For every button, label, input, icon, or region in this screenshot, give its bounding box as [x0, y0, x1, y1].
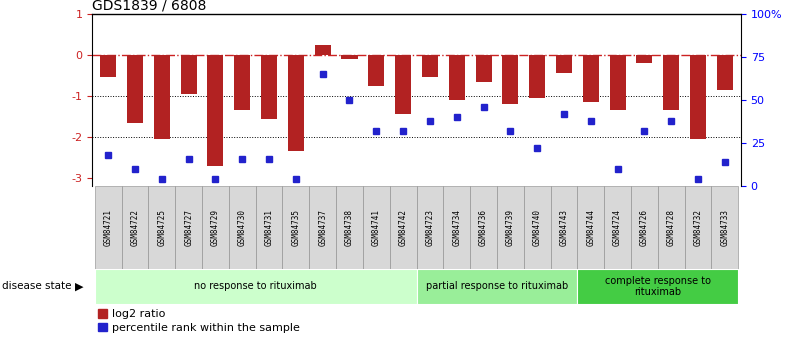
- Bar: [175, 186, 202, 269]
- Bar: [711, 186, 739, 269]
- Bar: [417, 269, 578, 304]
- Text: GSM84723: GSM84723: [425, 209, 434, 246]
- Text: GSM84731: GSM84731: [264, 209, 274, 246]
- Text: GSM84730: GSM84730: [238, 209, 247, 246]
- Text: GSM84742: GSM84742: [399, 209, 408, 246]
- Bar: [690, 55, 706, 139]
- Text: complete response to
rituximab: complete response to rituximab: [605, 276, 710, 297]
- Bar: [524, 186, 550, 269]
- Bar: [685, 186, 711, 269]
- Text: GSM84727: GSM84727: [184, 209, 193, 246]
- Bar: [636, 55, 653, 63]
- Bar: [663, 55, 679, 110]
- Bar: [122, 186, 148, 269]
- Text: no response to rituximab: no response to rituximab: [195, 282, 317, 291]
- Bar: [502, 55, 518, 104]
- Text: GSM84744: GSM84744: [586, 209, 595, 246]
- Bar: [154, 55, 170, 139]
- Bar: [443, 186, 470, 269]
- Bar: [283, 186, 309, 269]
- Bar: [578, 269, 739, 304]
- Bar: [229, 186, 256, 269]
- Bar: [368, 55, 384, 86]
- Bar: [550, 186, 578, 269]
- Bar: [578, 186, 604, 269]
- Bar: [583, 55, 599, 102]
- Bar: [341, 55, 357, 59]
- Bar: [148, 186, 175, 269]
- Bar: [95, 269, 417, 304]
- Text: GSM84722: GSM84722: [131, 209, 139, 246]
- Bar: [449, 55, 465, 100]
- Text: GSM84728: GSM84728: [666, 209, 676, 246]
- Bar: [234, 55, 250, 110]
- Bar: [556, 55, 572, 73]
- Bar: [417, 186, 443, 269]
- Bar: [422, 55, 438, 78]
- Bar: [256, 186, 283, 269]
- Bar: [658, 186, 685, 269]
- Legend: log2 ratio, percentile rank within the sample: log2 ratio, percentile rank within the s…: [98, 309, 300, 333]
- Bar: [470, 186, 497, 269]
- Bar: [261, 55, 277, 119]
- Text: GSM84724: GSM84724: [613, 209, 622, 246]
- Bar: [315, 45, 331, 55]
- Text: GSM84737: GSM84737: [318, 209, 327, 246]
- Bar: [202, 186, 229, 269]
- Bar: [336, 186, 363, 269]
- Text: disease state: disease state: [2, 282, 71, 291]
- Bar: [395, 55, 411, 115]
- Text: GSM84726: GSM84726: [640, 209, 649, 246]
- Text: GSM84735: GSM84735: [292, 209, 300, 246]
- Bar: [127, 55, 143, 122]
- Text: GSM84734: GSM84734: [453, 209, 461, 246]
- Bar: [180, 55, 197, 94]
- Bar: [390, 186, 417, 269]
- Bar: [309, 186, 336, 269]
- Text: GSM84725: GSM84725: [157, 209, 167, 246]
- Text: GSM84743: GSM84743: [559, 209, 569, 246]
- Bar: [717, 55, 733, 90]
- Bar: [604, 186, 631, 269]
- Text: GSM84741: GSM84741: [372, 209, 380, 246]
- Bar: [288, 55, 304, 151]
- Text: GSM84739: GSM84739: [506, 209, 515, 246]
- Text: GSM84721: GSM84721: [103, 209, 113, 246]
- Text: GSM84740: GSM84740: [533, 209, 541, 246]
- Bar: [497, 186, 524, 269]
- Text: GSM84732: GSM84732: [694, 209, 702, 246]
- Text: ▶: ▶: [74, 282, 83, 291]
- Bar: [100, 55, 116, 78]
- Bar: [207, 55, 223, 166]
- Bar: [610, 55, 626, 110]
- Text: partial response to rituximab: partial response to rituximab: [426, 282, 568, 291]
- Text: GSM84736: GSM84736: [479, 209, 488, 246]
- Bar: [476, 55, 492, 81]
- Text: GSM84738: GSM84738: [345, 209, 354, 246]
- Text: GDS1839 / 6808: GDS1839 / 6808: [92, 0, 207, 13]
- Bar: [95, 186, 122, 269]
- Bar: [529, 55, 545, 98]
- Text: GSM84729: GSM84729: [211, 209, 220, 246]
- Text: GSM84733: GSM84733: [720, 209, 730, 246]
- Bar: [631, 186, 658, 269]
- Bar: [363, 186, 390, 269]
